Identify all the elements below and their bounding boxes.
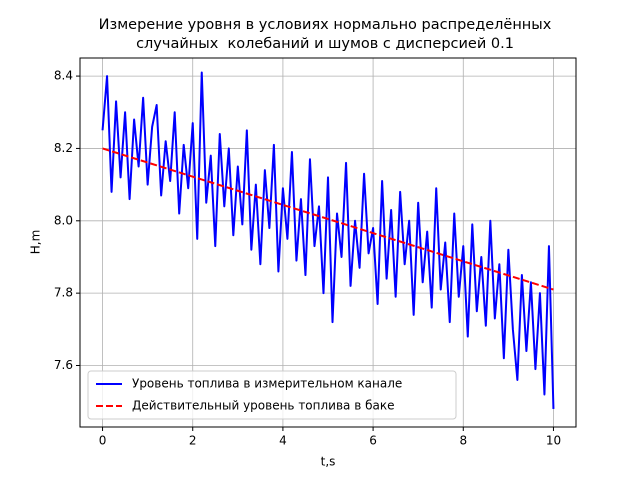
x-tick-label: 6 bbox=[369, 434, 377, 448]
legend-box bbox=[87, 370, 457, 420]
x-tick-label: 8 bbox=[459, 434, 467, 448]
legend-label: Уровень топлива в измерительном канале bbox=[132, 377, 402, 391]
plot-frame bbox=[79, 57, 577, 428]
data-line bbox=[102, 147, 554, 291]
chart-title: случайных колебаний и шумов с дисперсией… bbox=[136, 36, 514, 52]
x-tick-label: 4 bbox=[279, 434, 287, 448]
x-tick-label: 2 bbox=[189, 434, 197, 448]
x-tick-label: 0 bbox=[99, 434, 107, 448]
y-tick-label: 7.6 bbox=[54, 358, 73, 372]
chart-title: Измерение уровня в условиях нормально ра… bbox=[99, 17, 552, 33]
y-tick-label: 7.8 bbox=[54, 286, 73, 300]
y-tick-label: 8.0 bbox=[54, 213, 73, 227]
y-axis-label: H,m bbox=[29, 230, 43, 255]
data-line bbox=[101, 71, 555, 409]
x-axis-label: t,s bbox=[321, 455, 336, 469]
y-tick-label: 8.2 bbox=[54, 141, 73, 155]
x-tick-label: 10 bbox=[546, 434, 561, 448]
legend-label: Действительный уровень топлива в баке bbox=[132, 399, 394, 413]
y-tick-label: 8.4 bbox=[54, 69, 73, 83]
